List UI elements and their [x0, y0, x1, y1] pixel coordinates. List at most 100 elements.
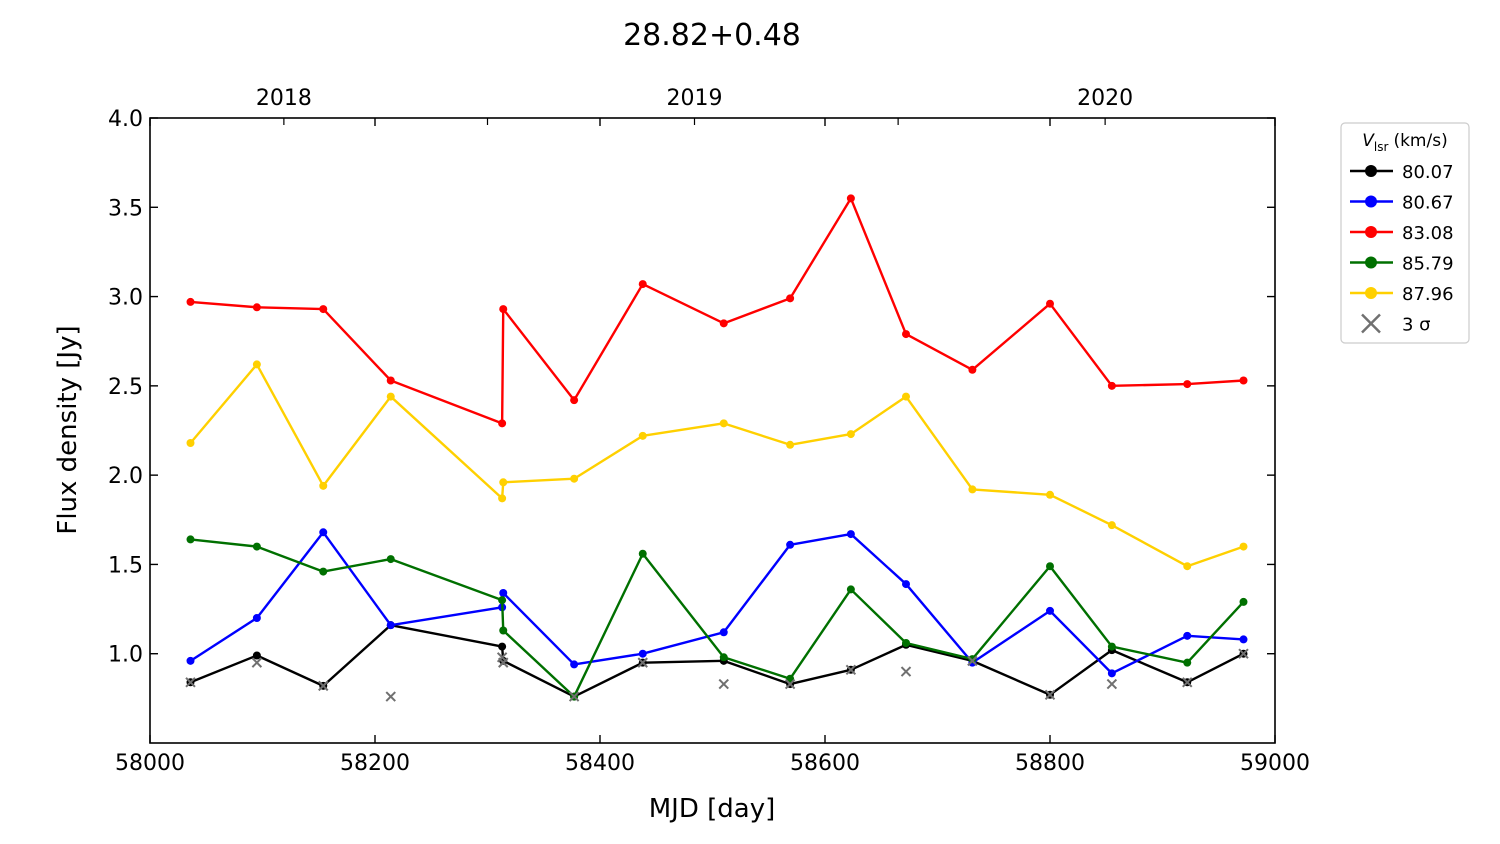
- legend-entry-80-67: 80.67: [1350, 193, 1454, 214]
- data-point: [719, 319, 728, 328]
- legend-title-unit: (km/s): [1393, 131, 1447, 151]
- sigma-marker: [967, 655, 978, 667]
- legend-marker: [1365, 226, 1377, 238]
- data-point: [386, 621, 395, 630]
- data-point: [1107, 521, 1116, 530]
- data-point: [638, 280, 647, 289]
- data-point: [499, 626, 508, 635]
- series-80-67: [186, 528, 1248, 678]
- top-year-axis: 2018 2019 2020: [256, 86, 1133, 125]
- data-point: [719, 653, 728, 662]
- data-point: [252, 614, 261, 622]
- series-line: [190, 538, 1245, 698]
- sigma-marker: [718, 678, 729, 690]
- sigma-marker-stroke: [784, 678, 796, 690]
- data-point: [968, 655, 977, 664]
- data-point: [902, 330, 910, 339]
- data-point: [902, 392, 910, 401]
- data-point: [786, 540, 795, 549]
- data-point: [1046, 490, 1054, 499]
- data-point: [638, 431, 647, 440]
- data-point: [186, 439, 195, 447]
- sigma-marker-stroke: [385, 691, 396, 702]
- sigma-marker: [185, 677, 196, 688]
- y-tick-label: 3.0: [108, 286, 143, 311]
- y-tick-label: 1.5: [108, 553, 143, 578]
- data-point: [1107, 669, 1116, 678]
- sigma-marker-stroke: [496, 652, 508, 663]
- series-line: [189, 531, 1244, 675]
- sigma-marker-stroke: [900, 666, 912, 677]
- data-point: [499, 478, 508, 487]
- data-point: [1107, 381, 1116, 390]
- data-point: [1046, 299, 1054, 308]
- sigma-marker-stroke: [967, 655, 978, 667]
- legend-entry-85-79: 85.79: [1350, 254, 1454, 275]
- legend-marker: [1365, 195, 1377, 208]
- data-point: [386, 376, 395, 385]
- x-tick-label: 58600: [790, 751, 860, 776]
- data-point: [1239, 635, 1248, 644]
- series-line: [190, 623, 1245, 698]
- legend-marker: [1365, 256, 1377, 269]
- chart-title: 28.82+0.48: [623, 18, 801, 53]
- x-tick-label: 58800: [1015, 751, 1085, 776]
- legend-title: Vlsr (km/s): [1362, 131, 1447, 154]
- legend-label: 3 σ: [1402, 315, 1431, 336]
- legend-entry-87-96: 87.96: [1350, 284, 1454, 305]
- sigma-marker-stroke: [718, 678, 729, 690]
- sigma-marker-stroke: [1238, 648, 1249, 659]
- data-point: [319, 305, 328, 314]
- x-axis-label: MJD [day]: [649, 794, 776, 824]
- data-point: [968, 365, 977, 374]
- legend-marker: [1365, 165, 1377, 177]
- series-line: [189, 363, 1244, 568]
- x-tick-label: 58200: [340, 751, 410, 776]
- data-point: [968, 485, 977, 494]
- year-label: 2019: [667, 86, 723, 111]
- series-layer: [186, 194, 1248, 701]
- sigma-marker-stroke: [637, 657, 648, 668]
- series-83-08: [186, 194, 1248, 428]
- sigma-marker-stroke: [185, 677, 196, 688]
- data-point: [499, 305, 508, 314]
- sigma-marker-stroke: [498, 657, 509, 668]
- data-point: [498, 494, 507, 503]
- legend-entry-80-07: 80.07: [1350, 162, 1454, 183]
- sigma-marker: [1182, 677, 1193, 688]
- data-point: [252, 360, 261, 369]
- sigma-layer: [185, 648, 1249, 702]
- sigma-marker-stroke: [1044, 689, 1056, 700]
- data-point: [719, 419, 728, 428]
- data-point: [1046, 606, 1054, 615]
- data-point: [570, 660, 579, 669]
- legend-label: 85.79: [1402, 254, 1454, 275]
- y-tick-label: 2.0: [108, 464, 143, 489]
- legend: Vlsr (km/s) 80.07 80.67 83.08 85.79 87.96 3 σ: [1340, 122, 1470, 344]
- data-point: [186, 297, 195, 306]
- sigma-marker: [318, 680, 329, 692]
- sigma-marker-stroke: [1361, 313, 1381, 334]
- x-axis: 58000 58200 58400 58600 58800 59000: [115, 118, 1310, 776]
- sigma-marker-stroke: [251, 657, 263, 668]
- sigma-marker-stroke: [845, 664, 857, 675]
- data-point: [1183, 658, 1192, 667]
- sigma-marker: [498, 657, 509, 668]
- legend-label: 87.96: [1402, 284, 1454, 305]
- data-point: [1107, 642, 1116, 651]
- y-tick-label: 2.5: [108, 375, 143, 400]
- legend-entry-sigma: 3 σ: [1361, 313, 1431, 336]
- data-point: [1183, 562, 1192, 571]
- data-point: [846, 430, 855, 439]
- data-point: [498, 642, 507, 651]
- data-point: [498, 596, 507, 605]
- data-point: [846, 530, 855, 539]
- data-point: [319, 528, 328, 537]
- y-axis-label: Flux density [Jy]: [53, 325, 83, 534]
- data-point: [386, 392, 395, 401]
- sigma-marker-stroke: [318, 680, 329, 692]
- year-label: 2020: [1077, 86, 1133, 111]
- data-point: [498, 419, 507, 428]
- data-point: [719, 628, 728, 637]
- data-point: [186, 656, 195, 665]
